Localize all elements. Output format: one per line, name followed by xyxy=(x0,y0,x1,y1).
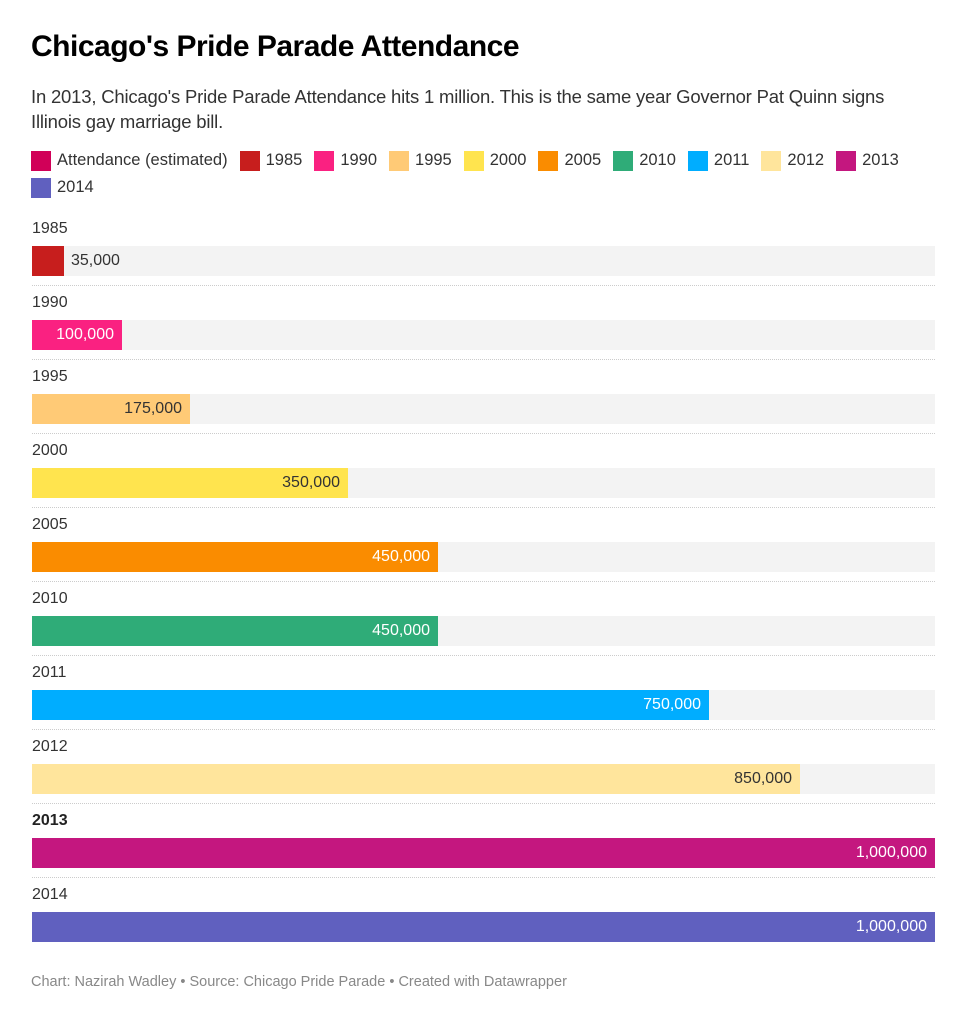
legend-label: 1985 xyxy=(265,151,303,169)
bar-2005 xyxy=(32,542,438,572)
legend-item: 2010 xyxy=(613,150,676,171)
bar-1995 xyxy=(32,394,190,424)
value-label: 750,000 xyxy=(643,696,701,713)
value-label: 35,000 xyxy=(71,252,120,269)
bar-1990 xyxy=(32,320,122,350)
bar-2014 xyxy=(32,912,935,942)
legend-item: 2013 xyxy=(836,150,899,171)
legend-swatch xyxy=(31,150,51,171)
legend-item: Attendance (estimated) xyxy=(31,150,228,171)
legend-swatch xyxy=(314,150,335,171)
value-label: 1,000,000 xyxy=(855,844,927,861)
legend-swatch xyxy=(836,150,857,171)
bar-background xyxy=(32,246,935,276)
category-label: 2014 xyxy=(32,886,68,903)
bar-background xyxy=(32,320,935,350)
value-label: 850,000 xyxy=(734,770,792,787)
row-separator xyxy=(32,359,935,360)
bar-2010 xyxy=(32,616,438,646)
bar-2011 xyxy=(32,690,709,720)
row-separator xyxy=(32,507,935,508)
bar-2000 xyxy=(32,468,348,498)
category-label: 2011 xyxy=(32,664,67,681)
legend: Attendance (estimated) 1985 1990 1995 2000 20… xyxy=(31,150,931,198)
category-label: 2012 xyxy=(32,738,68,755)
legend-swatch xyxy=(687,150,708,171)
legend-label: 1995 xyxy=(415,151,452,169)
row-separator xyxy=(32,285,935,286)
legend-label: 2012 xyxy=(787,151,825,169)
legend-label: 2013 xyxy=(862,151,899,169)
category-label: 2005 xyxy=(32,516,68,533)
legend-label: 2005 xyxy=(564,151,602,169)
legend-item: 2000 xyxy=(463,150,527,171)
row-separator xyxy=(32,729,935,730)
category-label: 2000 xyxy=(32,442,68,459)
legend-swatch xyxy=(31,177,51,198)
value-label: 350,000 xyxy=(282,474,340,491)
legend-swatch xyxy=(538,150,559,171)
legend-label: 1990 xyxy=(340,151,378,169)
legend-swatch xyxy=(761,150,782,171)
row-separator xyxy=(32,433,935,434)
chart-subtitle: In 2013, Chicago's Pride Parade Attendan… xyxy=(31,86,885,132)
value-label: 450,000 xyxy=(372,548,430,565)
value-label: 1,000,000 xyxy=(855,918,927,935)
legend-item: 1985 xyxy=(239,150,303,171)
legend-item: 2011 xyxy=(687,150,750,171)
legend-swatch xyxy=(389,150,410,171)
legend-item: 1990 xyxy=(314,150,377,171)
legend-item: 2014 xyxy=(31,177,94,198)
bar-2013 xyxy=(32,838,935,868)
category-label: 2013 xyxy=(32,812,68,829)
row-separator xyxy=(32,877,935,878)
row-separator xyxy=(32,655,935,656)
legend-label: 2011 xyxy=(713,151,750,169)
category-label: 1995 xyxy=(32,368,68,385)
legend-item: 2005 xyxy=(538,150,601,171)
legend-label: 2000 xyxy=(489,151,527,169)
bar-1985 xyxy=(32,246,64,276)
value-label: 100,000 xyxy=(56,326,114,343)
legend-swatch xyxy=(239,150,260,171)
value-label: 450,000 xyxy=(372,622,430,639)
legend-item: 1995 xyxy=(389,150,452,171)
category-label: 2010 xyxy=(32,590,68,607)
legend-swatch xyxy=(613,150,634,171)
legend-item: 2012 xyxy=(761,150,824,171)
chart-footer: Chart: Nazirah Wadley • Source: Chicago … xyxy=(31,974,567,990)
row-separator xyxy=(32,581,935,582)
chart-title: Chicago's Pride Parade Attendance xyxy=(31,30,520,63)
bar-2012 xyxy=(32,764,800,794)
category-label: 1990 xyxy=(32,294,68,311)
value-label: 175,000 xyxy=(124,400,182,417)
category-label: 1985 xyxy=(32,220,68,237)
legend-label: 2010 xyxy=(639,151,676,169)
legend-swatch xyxy=(463,150,484,171)
row-separator xyxy=(32,803,935,804)
legend-label: Attendance (estimated) xyxy=(57,151,228,169)
legend-label: 2014 xyxy=(57,178,94,196)
